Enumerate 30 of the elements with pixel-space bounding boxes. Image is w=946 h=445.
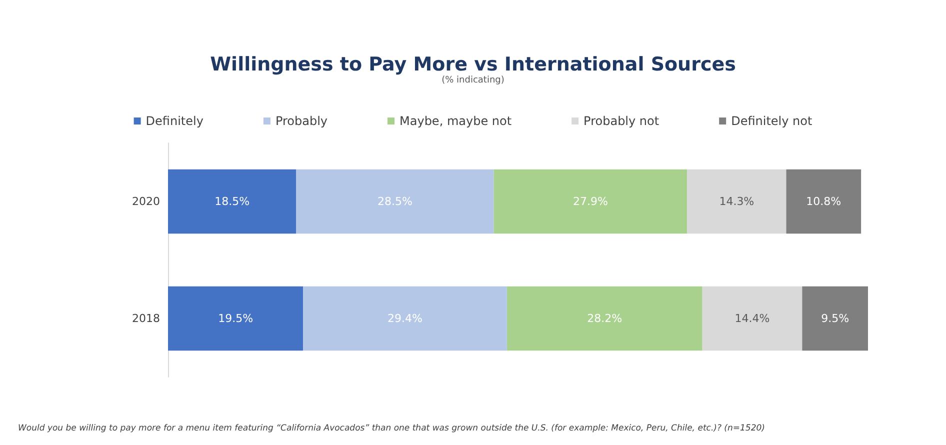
chart-title: Willingness to Pay More vs International Sources [210, 54, 736, 76]
legend-label: Probably [275, 114, 328, 128]
bar [303, 286, 507, 351]
legend-label: Probably not [584, 114, 660, 128]
bar [702, 286, 802, 351]
data-label: 14.3% [719, 195, 754, 208]
bar [168, 286, 304, 351]
text: Would you be willing to pay more for a menu item featuring “California Avocados” than one that was grown outside the U.S. (for example: Mexico, Peru, Chile, etc.)? (n=1520) [18, 424, 765, 434]
data-label: 28.2% [587, 312, 622, 325]
bar [494, 169, 688, 234]
legend-label: Definitely [146, 114, 204, 128]
bar [687, 169, 786, 234]
bar [786, 169, 862, 234]
legend-label: Definitely not [731, 114, 812, 128]
data-label: 18.5% [214, 195, 250, 208]
y-tick-label: 2020 [132, 195, 160, 208]
data-label: 9.5% [821, 312, 850, 325]
chart-subtitle: (% indicating) [442, 76, 504, 86]
bar [506, 286, 702, 351]
legend-label: Maybe, maybe not [400, 114, 512, 128]
data-label: 19.5% [218, 312, 254, 325]
bar [168, 169, 296, 234]
bar [802, 286, 868, 351]
data-label: 10.8% [806, 195, 842, 208]
data-label: 27.9% [572, 195, 608, 208]
data-label: 28.5% [378, 195, 412, 208]
data-label: 14.4% [734, 312, 770, 325]
y-tick-label: 2018 [132, 312, 160, 325]
bar [296, 169, 494, 234]
data-label: 29.4% [388, 312, 423, 325]
